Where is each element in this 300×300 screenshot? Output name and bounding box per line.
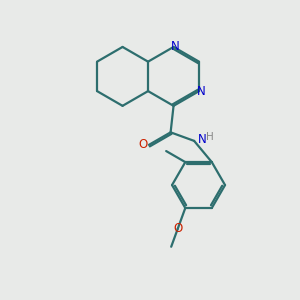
Text: N: N — [198, 133, 207, 146]
Text: N: N — [171, 40, 180, 53]
Text: H: H — [206, 132, 214, 142]
Text: N: N — [197, 85, 206, 98]
Text: O: O — [173, 222, 182, 235]
Text: O: O — [138, 138, 148, 151]
